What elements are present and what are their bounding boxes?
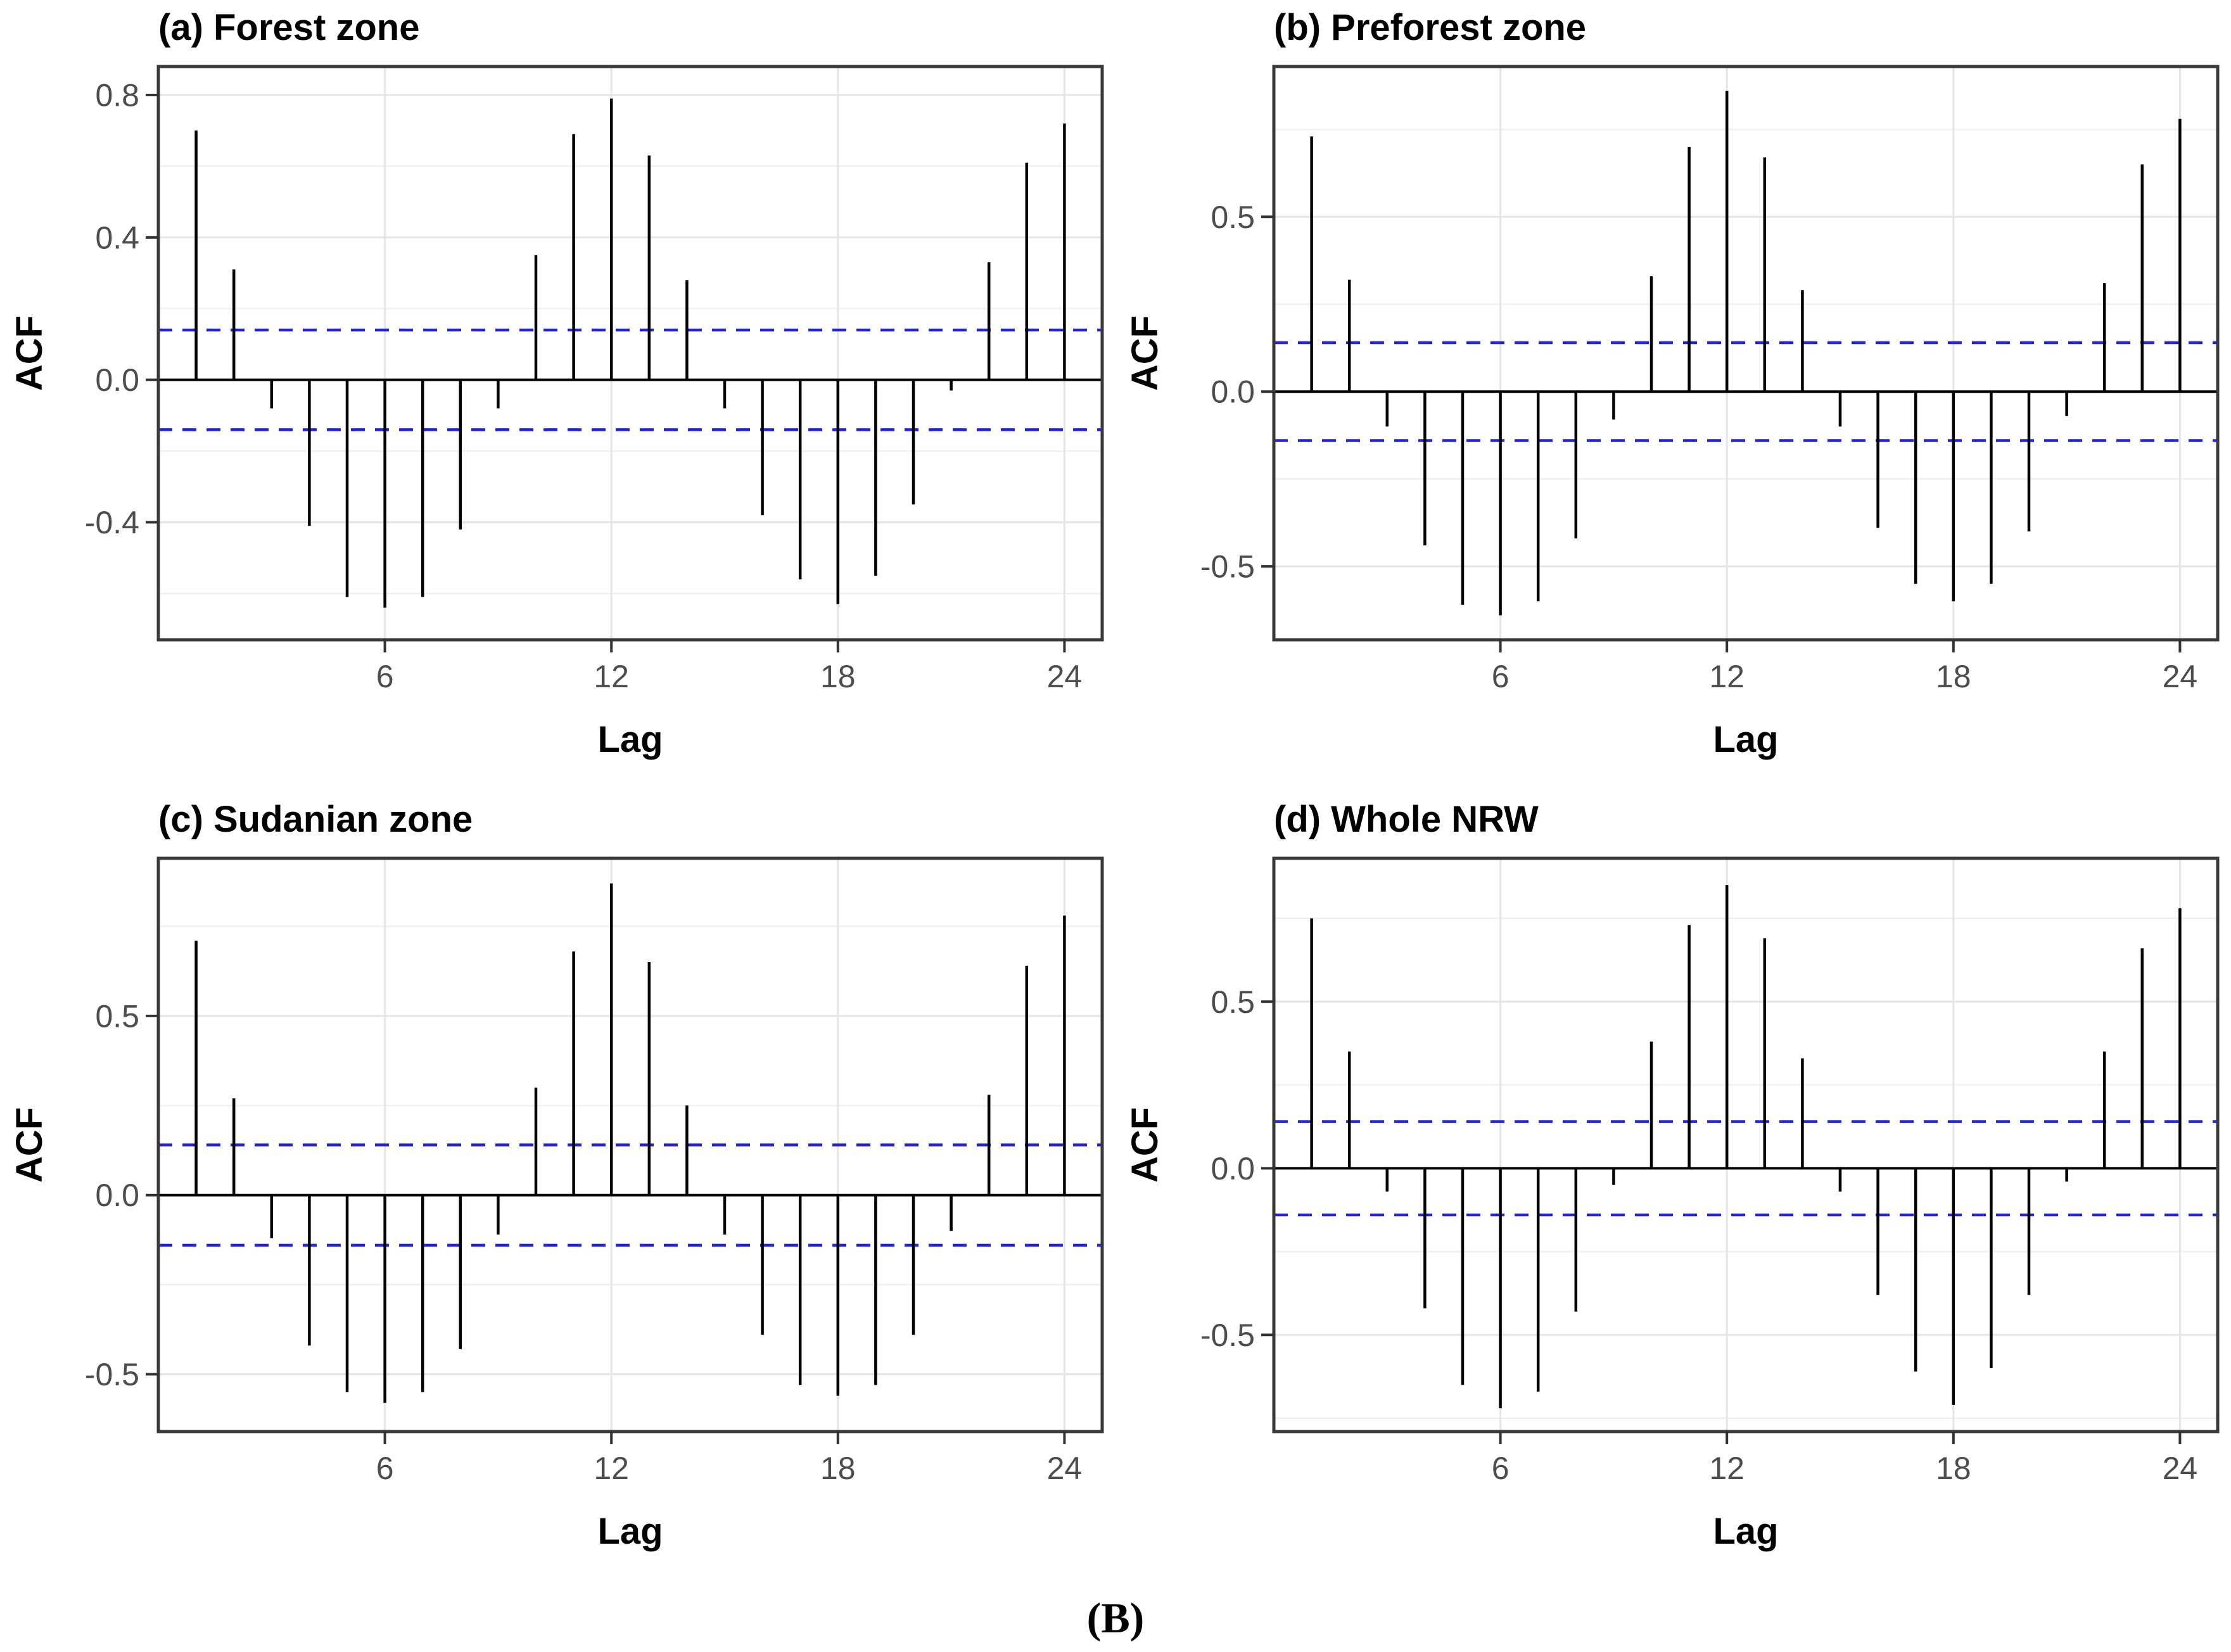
panel-title-a: (a) Forest zone (158, 7, 420, 48)
figure-caption: (B) (1086, 1593, 1145, 1642)
x-tick-label: 18 (820, 659, 856, 694)
panel-title-c: (c) Sudanian zone (158, 799, 473, 840)
y-tick-label: 0.5 (1211, 200, 1255, 235)
y-axis-title: ACF (1124, 315, 1166, 391)
acf-plot-c: 0.5 0.0 -0.5 6 12 18 24 Lag ACF (9, 856, 1104, 1552)
panel-d: (d) Whole NRW 0.5 0.0 -0.5 6 12 18 24 Lag ACF (1116, 792, 2231, 1584)
y-tick-label: 0.8 (95, 77, 139, 113)
y-tick-label: -0.4 (85, 505, 139, 540)
x-tick-label: 6 (376, 659, 394, 694)
x-tick-label: 24 (1047, 659, 1083, 694)
x-tick-label: 24 (2163, 659, 2198, 694)
x-tick-label: 6 (1492, 659, 1510, 694)
x-tick-label: 24 (2163, 1451, 2198, 1486)
y-tick-label: -0.5 (1200, 1318, 1255, 1353)
x-tick-label: 12 (594, 1451, 629, 1486)
x-tick-label: 12 (594, 659, 629, 694)
acf-plot-b: 0.5 0.0 -0.5 6 12 18 24 Lag ACF (1124, 65, 2220, 760)
x-axis-title: Lag (1713, 1511, 1778, 1552)
panel-border (156, 65, 1104, 642)
panel-b: (b) Preforest zone 0.5 0.0 -0.5 6 12 18 24 Lag AC… (1116, 0, 2231, 792)
panel-border (1272, 65, 2220, 642)
panels-grid: (a) Forest zone 0.8 0.4 0.0 -0.4 6 12 18 24 Lag AC… (0, 0, 2231, 1584)
x-axis-title: Lag (1713, 719, 1778, 760)
x-tick-label: 12 (1709, 1451, 1745, 1486)
figure-caption-row: (B) (0, 1584, 2231, 1652)
acf-plot-a: 0.8 0.4 0.0 -0.4 6 12 18 24 Lag ACF (9, 65, 1104, 760)
y-axis-title: ACF (9, 1107, 50, 1183)
x-tick-label: 24 (1047, 1451, 1083, 1486)
panel-border (156, 856, 1104, 1433)
x-axis-title: Lag (597, 719, 663, 760)
x-tick-label: 6 (1492, 1451, 1510, 1486)
x-tick-label: 18 (820, 1451, 856, 1486)
x-tick-label: 18 (1936, 1451, 1971, 1486)
y-tick-label: 0.0 (1211, 1151, 1255, 1186)
y-tick-label: -0.5 (1200, 549, 1255, 585)
y-tick-label: -0.5 (85, 1357, 139, 1392)
panel-c: (c) Sudanian zone 0.5 0.0 -0.5 6 12 18 24 Lag ACF (0, 792, 1116, 1584)
x-tick-label: 18 (1936, 659, 1971, 694)
y-axis-title: ACF (9, 315, 50, 391)
x-axis-title: Lag (597, 1511, 663, 1552)
y-tick-label: 0.5 (95, 998, 139, 1034)
y-tick-label: 0.4 (95, 220, 139, 255)
panel-a: (a) Forest zone 0.8 0.4 0.0 -0.4 6 12 18 24 Lag AC… (0, 0, 1116, 792)
panel-border (1272, 856, 2220, 1433)
y-tick-label: 0.0 (1211, 374, 1255, 410)
x-tick-label: 12 (1709, 659, 1745, 694)
x-tick-label: 6 (376, 1451, 394, 1486)
panel-title-d: (d) Whole NRW (1274, 799, 1539, 840)
panel-title-b: (b) Preforest zone (1274, 7, 1587, 48)
acf-plot-d: 0.5 0.0 -0.5 6 12 18 24 Lag ACF (1124, 856, 2220, 1552)
y-tick-label: 0.0 (95, 1178, 139, 1213)
y-tick-label: 0.0 (95, 362, 139, 398)
y-tick-label: 0.5 (1211, 984, 1255, 1020)
y-axis-title: ACF (1124, 1107, 1166, 1183)
